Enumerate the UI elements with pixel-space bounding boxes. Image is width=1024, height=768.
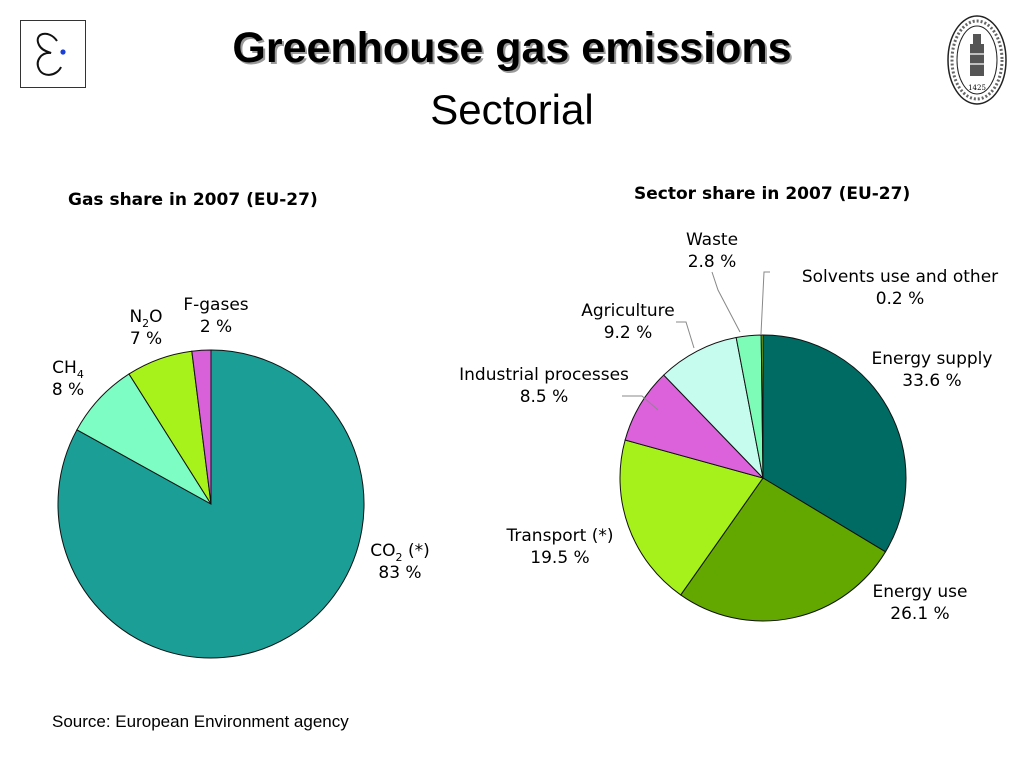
leader-waste	[711, 271, 741, 333]
gas-chart-title: Gas share in 2007 (EU-27)	[68, 190, 318, 210]
sector-chart-title: Sector share in 2007 (EU-27)	[634, 184, 911, 204]
leader-industrial	[622, 395, 659, 411]
seal-year: 1425	[968, 84, 986, 92]
sector-label-4: Agriculture 9.2 %	[581, 301, 675, 343]
pie-0-slice-3	[191, 349, 212, 505]
sector-label-0: Energy supply 33.6 %	[872, 349, 993, 391]
leader-solvents	[760, 271, 770, 335]
sector-label-6: Solvents use and other 0.2 %	[802, 267, 998, 309]
gas-label-3-value: 2 %	[200, 317, 232, 337]
epsilon-logo-icon	[20, 20, 86, 88]
gas-label-0: CO2 (*)	[370, 541, 429, 564]
pie-1-slice-1	[680, 477, 887, 622]
sector-label-5: Waste 2.8 %	[686, 230, 738, 272]
pie-1-slice-2	[619, 439, 764, 596]
pie-1-slice-0	[762, 334, 907, 553]
leader-agriculture	[676, 321, 695, 349]
pie-1-slice-6	[760, 334, 764, 479]
university-seal-icon: 1425	[946, 14, 1008, 106]
gas-label-2-value: 7 %	[130, 329, 162, 349]
gas-label-2: N2O	[129, 307, 162, 330]
sector-label-3: Industrial processes 8.5 %	[459, 365, 629, 407]
gas-label-1: CH4	[52, 358, 84, 381]
gas-label-1-value: 8 %	[52, 380, 84, 400]
pie-1-slice-4	[663, 336, 764, 480]
sector-label-1: Energy use 26.1 %	[872, 582, 967, 624]
page-title: Greenhouse gas emissions	[232, 24, 792, 72]
page-subtitle: Sectorial	[430, 86, 594, 133]
sector-label-2: Transport (*) 19.5 %	[506, 526, 614, 568]
gas-label-3: F-gases	[183, 295, 248, 315]
gas-label-0-value: 83 %	[378, 563, 421, 583]
source-note: Source: European Environment agency	[52, 712, 349, 731]
